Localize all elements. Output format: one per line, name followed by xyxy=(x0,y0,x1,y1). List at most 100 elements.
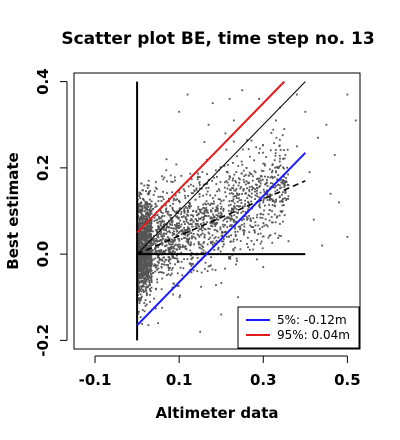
scatter-point xyxy=(187,221,189,224)
scatter-point xyxy=(137,281,140,284)
scatter-point xyxy=(141,259,144,262)
scatter-point xyxy=(226,181,229,184)
scatter-point xyxy=(282,180,285,183)
scatter-point xyxy=(169,251,172,254)
scatter-point xyxy=(246,243,248,245)
y-tick-label: -0.2 xyxy=(34,324,52,357)
scatter-point xyxy=(199,243,202,246)
scatter-point xyxy=(285,199,288,201)
scatter-point xyxy=(186,214,189,217)
scatter-point xyxy=(188,201,190,204)
scatter-point xyxy=(178,239,181,242)
scatter-point xyxy=(235,208,238,211)
scatter-point xyxy=(278,214,281,217)
scatter-point xyxy=(228,97,231,100)
scatter-point xyxy=(149,226,152,229)
scatter-point xyxy=(273,142,275,145)
scatter-point xyxy=(248,248,251,251)
scatter-point xyxy=(181,246,184,249)
scatter-point xyxy=(142,291,145,293)
scatter-point xyxy=(190,214,192,217)
scatter-point xyxy=(145,246,148,249)
scatter-point xyxy=(237,177,240,180)
scatter-point xyxy=(154,266,157,269)
scatter-point xyxy=(171,234,174,237)
scatter-point xyxy=(176,244,179,247)
scatter-point xyxy=(217,246,220,249)
scatter-point xyxy=(219,250,222,253)
scatter-point xyxy=(206,270,209,272)
scatter-point xyxy=(229,189,232,192)
scatter-point xyxy=(181,244,184,247)
scatter-point xyxy=(142,242,145,245)
scatter-point xyxy=(198,176,201,179)
scatter-point xyxy=(154,252,156,254)
scatter-point xyxy=(248,174,250,177)
scatter-point xyxy=(160,266,163,269)
scatter-point xyxy=(150,251,153,254)
scatter-point xyxy=(139,316,142,319)
x-tick-label: 0.5 xyxy=(334,371,361,389)
scatter-point xyxy=(250,220,252,222)
scatter-point xyxy=(190,254,192,257)
scatter-point xyxy=(159,223,162,226)
scatter-point xyxy=(196,233,199,236)
scatter-point xyxy=(149,263,152,266)
scatter-point xyxy=(270,216,273,218)
scatter-point xyxy=(149,290,152,293)
scatter-point xyxy=(147,227,150,230)
scatter-point xyxy=(190,264,193,267)
scatter-point xyxy=(188,233,190,235)
scatter-point xyxy=(155,219,158,222)
scatter-point xyxy=(211,241,214,244)
scatter-point xyxy=(232,184,235,187)
scatter-point xyxy=(182,267,185,270)
scatter-point xyxy=(142,218,145,221)
scatter-point xyxy=(222,240,225,243)
scatter-point xyxy=(229,257,232,260)
scatter-point xyxy=(154,270,157,273)
scatter-point xyxy=(139,246,142,249)
scatter-point xyxy=(171,181,174,183)
scatter-point xyxy=(260,240,263,243)
scatter-point xyxy=(190,192,193,195)
scatter-point xyxy=(177,285,180,287)
scatter-point xyxy=(263,224,266,227)
scatter-point xyxy=(200,216,203,219)
scatter-point xyxy=(143,220,146,223)
scatter-point xyxy=(144,281,147,283)
scatter-point xyxy=(275,200,277,203)
scatter-point xyxy=(143,248,146,251)
scatter-point xyxy=(168,260,170,263)
scatter-point xyxy=(146,286,149,289)
scatter-point xyxy=(141,218,143,221)
scatter-point xyxy=(180,211,183,213)
scatter-point xyxy=(141,216,143,219)
scatter-point xyxy=(158,249,160,252)
scatter-point xyxy=(282,166,284,169)
scatter-point xyxy=(153,219,156,222)
scatter-point xyxy=(281,134,284,137)
scatter-point xyxy=(162,190,165,193)
scatter-point xyxy=(143,302,146,304)
scatter-point xyxy=(271,210,273,213)
scatter-point xyxy=(186,93,189,96)
scatter-point xyxy=(138,224,140,227)
scatter-point xyxy=(168,226,171,229)
scatter-point xyxy=(153,297,156,300)
scatter-point xyxy=(147,270,150,273)
scatter-point xyxy=(196,178,199,181)
scatter-point xyxy=(140,261,143,264)
scatter-point xyxy=(188,238,190,241)
scatter-point xyxy=(138,261,141,264)
scatter-point xyxy=(256,187,259,190)
scatter-point xyxy=(175,224,178,227)
scatter-point xyxy=(172,209,174,211)
scatter-point xyxy=(262,199,265,202)
scatter-point xyxy=(258,228,261,230)
scatter-point xyxy=(278,145,281,148)
scatter-point xyxy=(281,179,284,182)
scatter-point xyxy=(141,272,144,275)
scatter-point xyxy=(262,201,265,204)
scatter-point xyxy=(160,221,163,224)
